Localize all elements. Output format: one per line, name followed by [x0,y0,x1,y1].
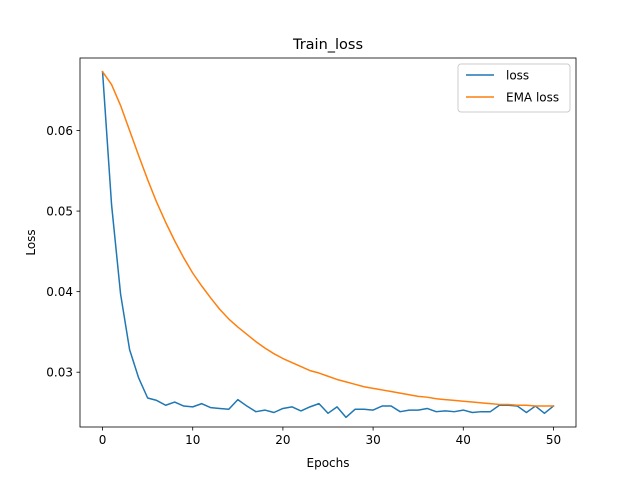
x-tick-label: 30 [365,433,380,447]
y-axis-ticks: 0.03 0.04 0.05 0.06 [46,124,80,380]
legend-box [457,63,571,113]
x-tick-label: 40 [456,433,471,447]
x-tick-label: 50 [546,433,561,447]
y-axis-label: Loss [24,229,38,255]
chart-title: Train_loss [292,37,363,53]
y-tick-label: 0.03 [46,366,73,380]
y-tick-label: 0.05 [46,205,73,219]
legend-label-ema-loss: EMA loss [506,91,559,105]
legend-label-loss: loss [506,69,529,83]
x-tick-label: 20 [275,433,290,447]
y-tick-label: 0.04 [46,285,73,299]
x-axis-ticks: 0 10 20 30 40 50 [99,427,561,447]
series-line-loss [101,70,555,419]
series-layer [101,70,555,419]
axes-frame [79,57,577,428]
plot-area [79,57,577,428]
series-line-ema-loss [101,70,555,407]
y-tick-label: 0.06 [46,124,73,138]
legend: loss EMA loss [457,63,571,113]
x-axis-label: Epochs [307,456,350,470]
x-tick-label: 10 [185,433,200,447]
x-tick-label: 0 [99,433,107,447]
